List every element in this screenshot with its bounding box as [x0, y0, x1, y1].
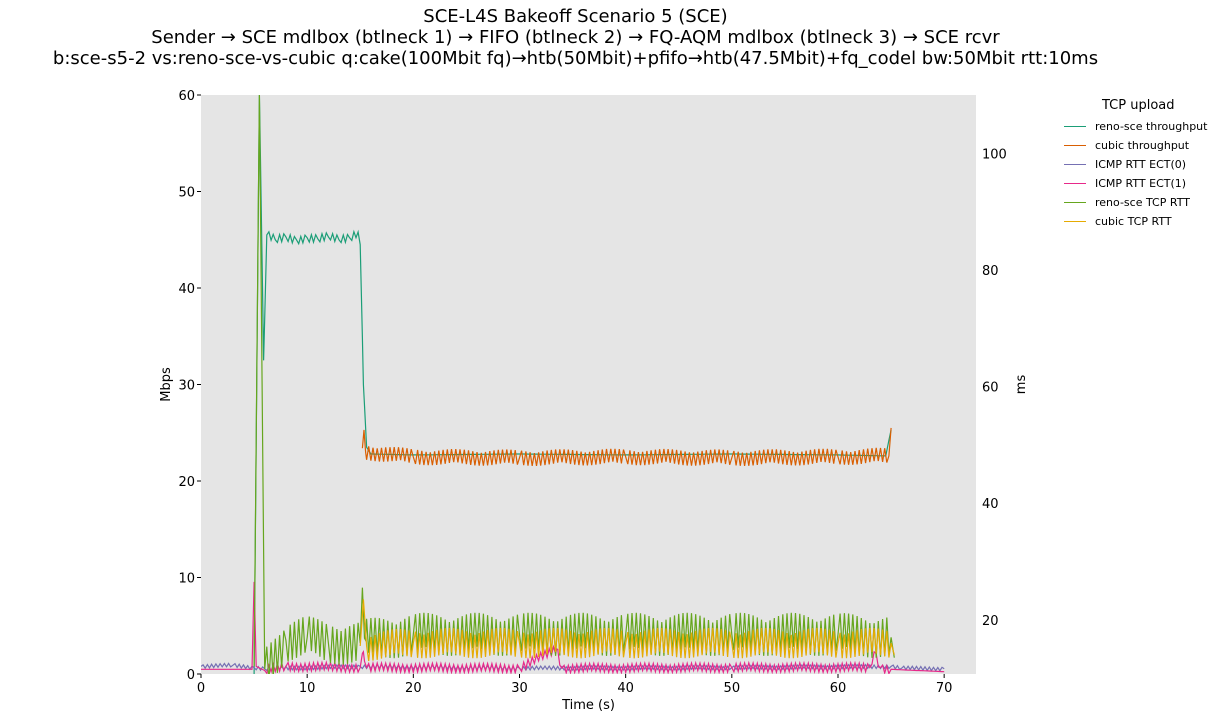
x-axis-label: Time (s) — [561, 698, 615, 713]
y-right-axis-label: ms — [1014, 375, 1029, 395]
chart-title: SCE-L4S Bakeoff Scenario 5 (SCE) — [423, 6, 728, 27]
plot-area — [201, 95, 976, 674]
x-tick-label: 50 — [724, 681, 741, 696]
legend-label: ICMP RTT ECT(0) — [1095, 158, 1187, 171]
y-left-tick-label: 60 — [178, 89, 195, 104]
legend-entry: cubic throughput — [1064, 136, 1207, 155]
y-right-tick-label: 100 — [982, 147, 1007, 162]
chart-titles: SCE-L4S Bakeoff Scenario 5 (SCE) Sender … — [0, 6, 1151, 69]
legend-entry: ICMP RTT ECT(1) — [1064, 174, 1207, 193]
x-tick-label: 60 — [830, 681, 847, 696]
legend-swatch — [1064, 202, 1086, 203]
legend-label: ICMP RTT ECT(1) — [1095, 177, 1187, 190]
legend-title: TCP upload — [1102, 98, 1175, 113]
legend-entry: cubic TCP RTT — [1064, 212, 1207, 231]
legend-swatch — [1064, 221, 1086, 222]
chart-legend: TCP upload reno-sce throughput cubic thro… — [1064, 98, 1207, 231]
x-tick-label: 30 — [511, 681, 528, 696]
legend-swatch — [1064, 183, 1086, 184]
x-tick-label: 20 — [405, 681, 422, 696]
y-right-tick-label: 60 — [982, 381, 999, 396]
legend-entries: reno-sce throughput cubic throughput ICMP … — [1064, 117, 1207, 231]
legend-entry: reno-sce throughput — [1064, 117, 1207, 136]
legend-swatch — [1064, 126, 1086, 127]
y-left-tick-label: 10 — [178, 572, 195, 587]
y-right-tick-label: 20 — [982, 614, 999, 629]
legend-entry: ICMP RTT ECT(0) — [1064, 155, 1207, 174]
chart-subtitle-path: Sender → SCE mdlbox (btlneck 1) → FIFO (… — [151, 27, 1000, 48]
y-left-axis-label: Mbps — [159, 367, 174, 402]
x-tick-label: 0 — [197, 681, 205, 696]
y-left-tick-label: 0 — [187, 668, 195, 683]
series-line-icmp-rtt-ect-1 — [201, 581, 945, 674]
x-tick-label: 70 — [936, 681, 953, 696]
x-tick-label: 40 — [617, 681, 634, 696]
legend-label: reno-sce TCP RTT — [1095, 196, 1190, 209]
y-right-tick-label: 40 — [982, 497, 999, 512]
legend-label: cubic TCP RTT — [1095, 215, 1172, 228]
legend-label: reno-sce throughput — [1095, 120, 1208, 133]
y-left-tick-label: 20 — [178, 475, 195, 490]
series-line-cubic-throughput — [361, 427, 892, 467]
legend-label: cubic throughput — [1095, 139, 1190, 152]
chart-subtitle-params: b:sce-s5-2 vs:reno-sce-vs-cubic q:cake(1… — [52, 48, 1099, 69]
legend-swatch — [1064, 164, 1086, 165]
y-right-tick-label: 80 — [982, 264, 999, 279]
series-line-cubic-tcp-rtt — [359, 599, 895, 662]
x-tick-label: 10 — [299, 681, 316, 696]
y-left-tick-label: 50 — [178, 186, 195, 201]
legend-swatch — [1064, 145, 1086, 146]
legend-entry: reno-sce TCP RTT — [1064, 193, 1207, 212]
y-left-tick-label: 40 — [178, 282, 195, 297]
y-left-tick-label: 30 — [178, 379, 195, 394]
